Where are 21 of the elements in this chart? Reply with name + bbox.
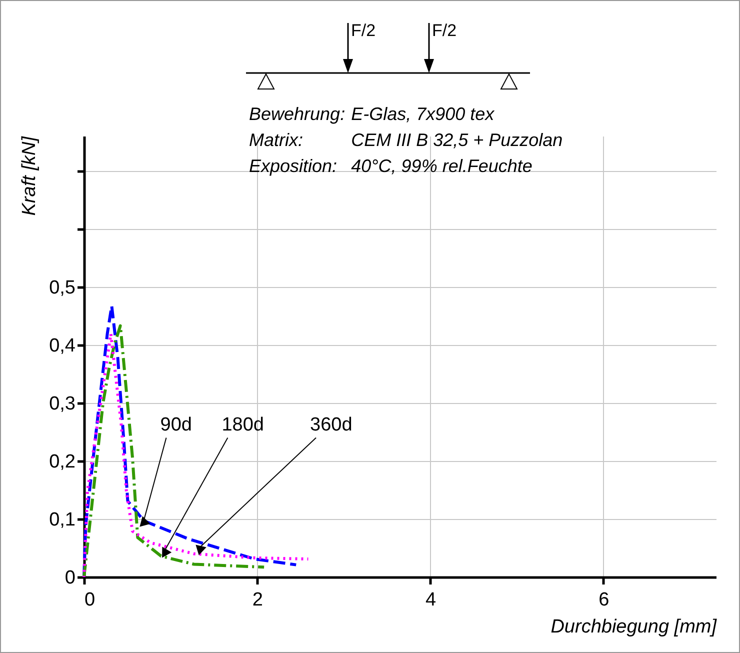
x-tick-label: 4 <box>426 590 437 610</box>
y-tick-label: 0,2 <box>49 451 76 472</box>
y-tick-label: 0,3 <box>49 393 76 414</box>
annotation: 90d <box>160 414 192 436</box>
x-tick-label: 0 <box>84 590 96 610</box>
text: F/2 <box>432 21 457 41</box>
y-tick-label: 0 <box>64 568 76 588</box>
x-axis-title: Durchbiegung [mm] <box>550 616 718 638</box>
annotation: Exposition: 40°C, 99% rel.Feuchte <box>249 155 534 178</box>
y-axis-title: Kraft [kN] <box>19 136 40 216</box>
y-tick-label: 0,5 <box>49 277 76 298</box>
text: Matrix: CEM III B 32,5 + Puzzolan <box>249 130 563 150</box>
text: Bewehrung: E-Glas, 7x900 tex <box>249 103 496 126</box>
line-series <box>82 324 266 578</box>
y-tick-label: 0,4 <box>49 335 76 356</box>
text: F/2 <box>351 21 376 41</box>
y-tick-label: 0,1 <box>49 509 76 530</box>
annotation: 360d <box>310 414 352 436</box>
x-tick-label: 2 <box>252 590 263 610</box>
annotation: 180d <box>222 414 264 436</box>
x-tick-label: 6 <box>598 590 610 610</box>
